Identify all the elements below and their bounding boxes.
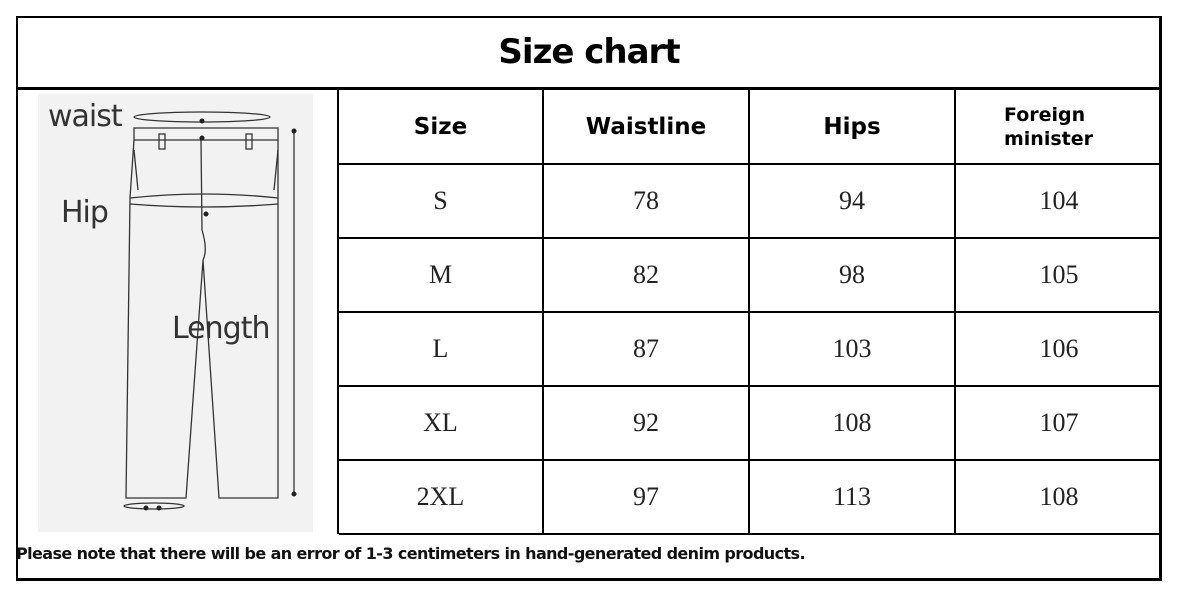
table-cell: 94	[750, 165, 956, 239]
table-cell: M	[339, 239, 544, 313]
waist-label: waist	[48, 99, 123, 134]
table-cell: 78	[544, 165, 750, 239]
page-title: Size chart	[16, 16, 1162, 90]
column-header: Waistline	[544, 90, 750, 165]
hip-label: Hip	[61, 195, 108, 230]
table-cell: 108	[750, 387, 956, 461]
table-cell: S	[339, 165, 544, 239]
table-cell: 87	[544, 313, 750, 387]
table-cell: 97	[544, 461, 750, 535]
table-cell: XL	[339, 387, 544, 461]
table-cell: 106	[956, 313, 1162, 387]
table-cell: 105	[956, 239, 1162, 313]
column-header: Size	[339, 90, 544, 165]
table-cell: 92	[544, 387, 750, 461]
table-cell: 2XL	[339, 461, 544, 535]
table-cell: 107	[956, 387, 1162, 461]
column-header: Hips	[750, 90, 956, 165]
measurement-note: Please note that there will be an error …	[16, 544, 806, 563]
table-cell: 103	[750, 313, 956, 387]
table-cell: 82	[544, 239, 750, 313]
table-cell: 113	[750, 461, 956, 535]
size-chart-frame	[16, 16, 1162, 581]
length-label: Length	[172, 311, 269, 346]
pants-diagram-cell: waist Hip Length	[16, 90, 339, 534]
column-header: Foreign minister	[956, 90, 1162, 165]
table-cell: 104	[956, 165, 1162, 239]
table-cell: 108	[956, 461, 1162, 535]
pants-measurement-diagram: waist Hip Length	[38, 94, 313, 532]
table-cell: L	[339, 313, 544, 387]
table-cell: 98	[750, 239, 956, 313]
